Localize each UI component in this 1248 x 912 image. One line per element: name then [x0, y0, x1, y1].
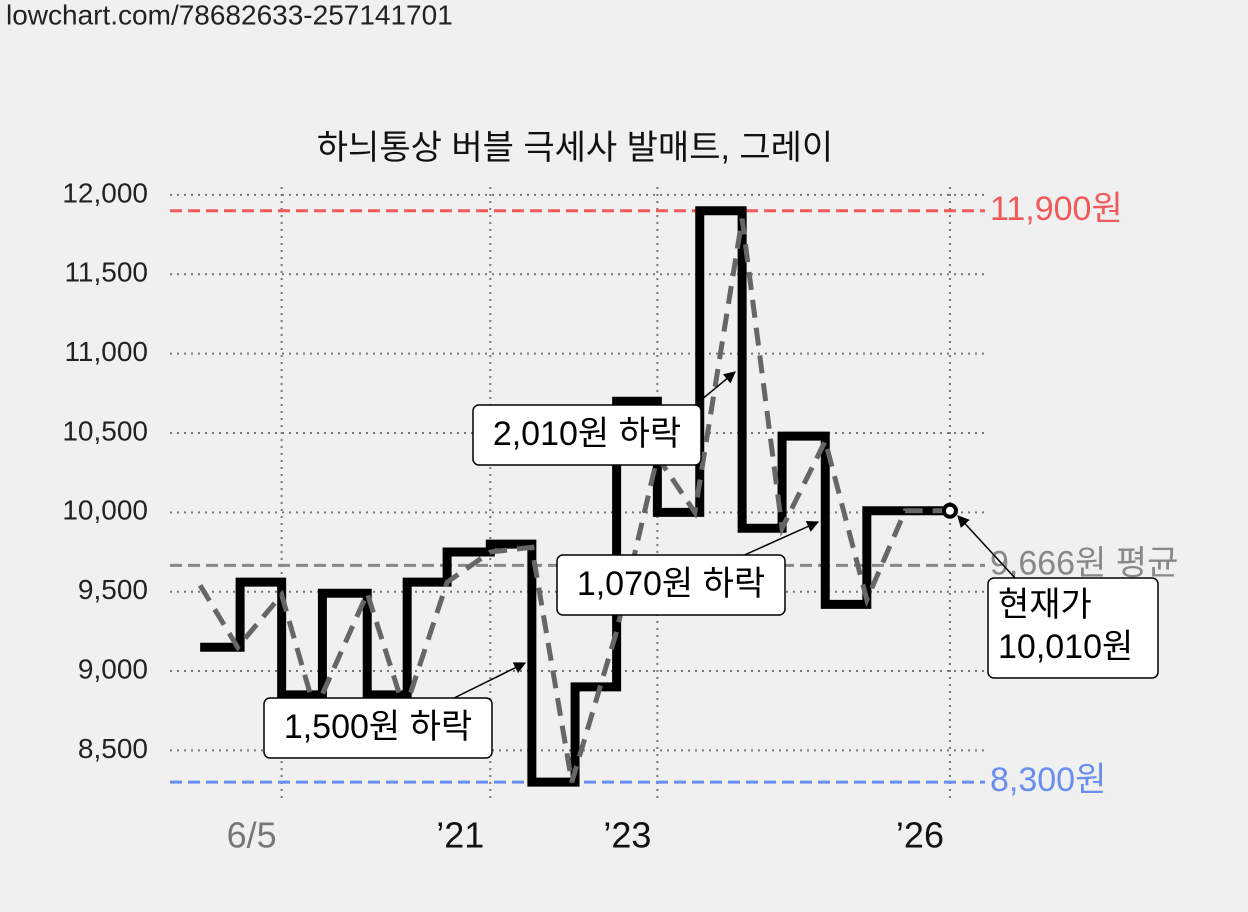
annotations: 2,010원 하락 1,070원 하락 1,500원 하락 현재가 10,010… [263, 371, 1159, 759]
y-tick-label: 9,500 [78, 574, 148, 605]
y-tick-label: 9,000 [78, 653, 148, 684]
y-tick-label: 11,500 [64, 257, 148, 288]
arrow [739, 520, 820, 558]
y-tick-label: 8,500 [78, 733, 148, 764]
annotation: 1,070원 하락 [577, 565, 765, 603]
annotation: 2,010원 하락 [493, 415, 681, 453]
reference-label: 11,900원 [990, 190, 1123, 228]
current-box [987, 577, 1159, 679]
annotation: 1,500원 하락 [284, 708, 472, 746]
y-tick-label: 11,000 [64, 336, 148, 367]
y-tick-label: 10,000 [62, 495, 148, 526]
x-tick-label: ’23 [603, 815, 651, 856]
plot [198, 206, 958, 787]
current-point [941, 502, 958, 519]
url: lowchart.com/78682633-257141701 [6, 0, 453, 30]
current-label: 현재가 [998, 586, 1092, 624]
reference-label: 9,666원 평균 [990, 544, 1178, 582]
reference-label: 8,300원 [990, 761, 1106, 799]
chart-title: 하늬통상 버블 극세사 발매트, 그레이 [317, 129, 833, 167]
price-step-line [200, 206, 950, 787]
y-tick-label: 12,000 [62, 177, 148, 208]
y-tick-label: 10,500 [62, 415, 148, 446]
annotation-box [556, 554, 786, 616]
current-price: 10,010원 [998, 628, 1133, 666]
annotation-box [263, 697, 493, 759]
arrow [449, 662, 527, 701]
arrow [694, 371, 736, 406]
arrow [957, 515, 1016, 579]
annotation-box [472, 404, 702, 466]
x-tick-label: 6/5 [227, 815, 277, 856]
x-tick-label: ’21 [436, 815, 484, 856]
grid: 8,500 9,000 9,500 10,000 10,500 11,000 11,500 1… [62, 177, 1178, 855]
x-tick-label: ’26 [896, 815, 944, 856]
